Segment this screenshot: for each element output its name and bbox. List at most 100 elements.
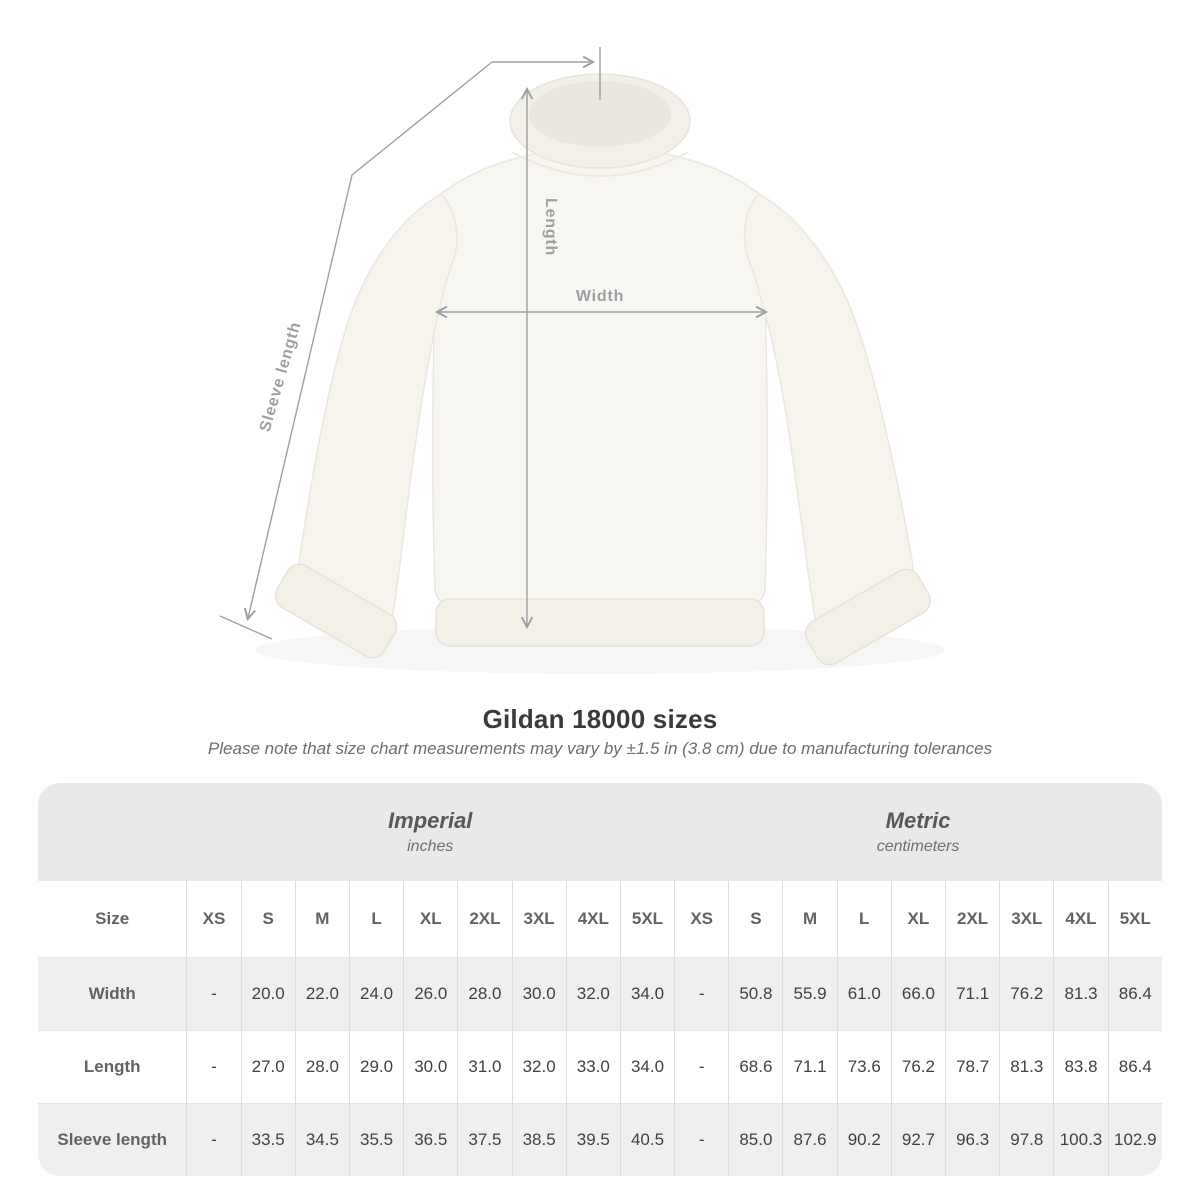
product-image: Length Width Sleeve length (219, 47, 932, 666)
cuff-end-tick (219, 615, 273, 640)
size-col-imperial-5xl: 5XL (619, 881, 675, 957)
cell-metric-length-m: 71.1 (782, 1030, 837, 1103)
cell-imperial-sleeve-length-3xl: 38.5 (511, 1103, 566, 1176)
cell-metric-length-l: 73.6 (836, 1030, 891, 1103)
cell-imperial-sleeve-length-m: 34.5 (294, 1103, 349, 1176)
imperial-group-unit: inches (407, 838, 454, 855)
size-table: Imperial inches Metric centimeters Size … (38, 783, 1162, 1176)
measurement-row-length: Length -27.0 28.0 29.0 30.0 31.0 32.0 33.0 34.0-… (38, 1030, 1162, 1103)
sweatshirt-illustration: Length Width Sleeve length (219, 47, 932, 666)
size-col-metric-4xl: 4XL (1053, 881, 1108, 957)
cell-metric-length-s: 68.6 (728, 1030, 783, 1103)
cell-metric-width-2xl: 71.1 (945, 957, 1000, 1030)
measurement-row-sleeve-length: Sleeve length -33.5 34.5 35.5 36.5 37.5 38.5 39… (38, 1103, 1162, 1176)
cell-metric-sleeve-length-l: 90.2 (836, 1103, 891, 1176)
sleeve-length-arrow (248, 61, 493, 618)
cell-metric-length-xl: 76.2 (890, 1030, 946, 1103)
cell-imperial-width-xs: - (186, 957, 241, 1030)
cell-imperial-length-5xl: 34.0 (619, 1030, 675, 1103)
size-col-imperial-3xl: 3XL (511, 881, 566, 957)
cell-metric-sleeve-length-3xl: 97.8 (999, 1103, 1054, 1176)
measurement-row-width: Width -20.0 22.0 24.0 26.0 28.0 30.0 32.0 34.0-5… (38, 957, 1162, 1030)
cell-imperial-width-s: 20.0 (240, 957, 295, 1030)
cell-metric-width-4xl: 81.3 (1053, 957, 1108, 1030)
length-measure-label: Length (542, 198, 559, 256)
cell-metric-length-2xl: 78.7 (945, 1030, 1000, 1103)
size-col-metric-l: L (836, 881, 891, 957)
cell-imperial-sleeve-length-2xl: 37.5 (457, 1103, 512, 1176)
cell-imperial-length-xs: - (186, 1030, 241, 1103)
cell-metric-sleeve-length-xs: - (674, 1103, 729, 1176)
width-measure-label: Width (576, 288, 624, 305)
sweatshirt-left-cuff (274, 563, 398, 659)
size-col-imperial-4xl: 4XL (565, 881, 620, 957)
metric-group-unit: centimeters (876, 838, 960, 855)
row-label-length: Length (38, 1030, 187, 1103)
sleeve-length-measure-label: Sleeve length (257, 320, 305, 434)
cell-imperial-sleeve-length-4xl: 39.5 (565, 1103, 620, 1176)
row-label-width: Width (38, 957, 187, 1030)
cell-metric-width-3xl: 76.2 (999, 957, 1054, 1030)
sweatshirt-body (432, 147, 768, 606)
page-title: Gildan 18000 sizes (482, 704, 718, 734)
unit-group-row: Imperial inches Metric centimeters (38, 783, 1162, 881)
sweatshirt-right-sleeve (743, 193, 915, 644)
cell-imperial-length-3xl: 32.0 (511, 1030, 566, 1103)
size-col-imperial-m: M (294, 881, 349, 957)
cell-metric-sleeve-length-2xl: 96.3 (945, 1103, 1000, 1176)
cell-imperial-length-l: 29.0 (348, 1030, 404, 1103)
cell-imperial-length-s: 27.0 (240, 1030, 295, 1103)
size-col-metric-m: M (782, 881, 837, 957)
sweatshirt-graphic (274, 73, 932, 666)
sweatshirt-right-cuff (804, 568, 932, 666)
cell-metric-sleeve-length-s: 85.0 (728, 1103, 783, 1176)
cell-imperial-width-xl: 26.0 (403, 957, 458, 1030)
cell-metric-sleeve-length-4xl: 100.3 (1053, 1103, 1108, 1176)
cell-imperial-width-m: 22.0 (294, 957, 349, 1030)
cell-imperial-length-m: 28.0 (294, 1030, 349, 1103)
measurement-lines (219, 47, 765, 640)
cell-imperial-sleeve-length-xs: - (186, 1103, 241, 1176)
cell-metric-length-xs: - (674, 1030, 729, 1103)
imperial-group-header: Imperial inches (186, 783, 675, 881)
imperial-group-title: Imperial (388, 808, 473, 833)
cell-imperial-sleeve-length-s: 33.5 (240, 1103, 295, 1176)
size-header-row: Size XS S M L XL 2XL 3XL 4XL 5XL XS S M L XL 2XL 3XL 4XL… (38, 881, 1162, 957)
size-col-metric-s: S (728, 881, 783, 957)
cell-metric-length-5xl: 86.4 (1107, 1030, 1162, 1103)
size-col-metric-xl: XL (890, 881, 946, 957)
cell-metric-width-s: 50.8 (728, 957, 783, 1030)
size-column-title: Size (38, 881, 187, 957)
cell-metric-sleeve-length-5xl: 102.9 (1107, 1103, 1162, 1176)
cell-metric-width-xl: 66.0 (890, 957, 946, 1030)
cell-imperial-sleeve-length-l: 35.5 (348, 1103, 404, 1176)
sweatshirt-waistband (435, 598, 765, 647)
size-col-imperial-xl: XL (403, 881, 458, 957)
cell-imperial-length-xl: 30.0 (403, 1030, 458, 1103)
size-col-metric-5xl: 5XL (1107, 881, 1162, 957)
cell-metric-length-4xl: 83.8 (1053, 1030, 1108, 1103)
cell-metric-width-m: 55.9 (782, 957, 837, 1030)
size-col-metric-2xl: 2XL (945, 881, 1000, 957)
tolerance-note: Please note that size chart measurements… (207, 739, 993, 758)
metric-group-header: Metric centimeters (674, 783, 1162, 881)
cell-imperial-width-2xl: 28.0 (457, 957, 512, 1030)
cell-metric-length-3xl: 81.3 (999, 1030, 1054, 1103)
cell-metric-width-5xl: 86.4 (1107, 957, 1162, 1030)
group-header-corner (38, 783, 187, 881)
cell-imperial-length-2xl: 31.0 (457, 1030, 512, 1103)
cell-imperial-sleeve-length-xl: 36.5 (403, 1103, 458, 1176)
row-label-sleeve-length: Sleeve length (38, 1103, 187, 1176)
cell-metric-sleeve-length-xl: 92.7 (890, 1103, 946, 1176)
metric-group-title: Metric (885, 808, 951, 833)
cell-imperial-sleeve-length-5xl: 40.5 (619, 1103, 675, 1176)
size-col-metric-3xl: 3XL (999, 881, 1054, 957)
size-col-imperial-l: L (348, 881, 404, 957)
size-col-imperial-xs: XS (186, 881, 241, 957)
cell-metric-sleeve-length-m: 87.6 (782, 1103, 837, 1176)
size-col-imperial-2xl: 2XL (457, 881, 512, 957)
size-col-metric-xs: XS (674, 881, 729, 957)
cell-imperial-width-4xl: 32.0 (565, 957, 620, 1030)
cell-imperial-length-4xl: 33.0 (565, 1030, 620, 1103)
